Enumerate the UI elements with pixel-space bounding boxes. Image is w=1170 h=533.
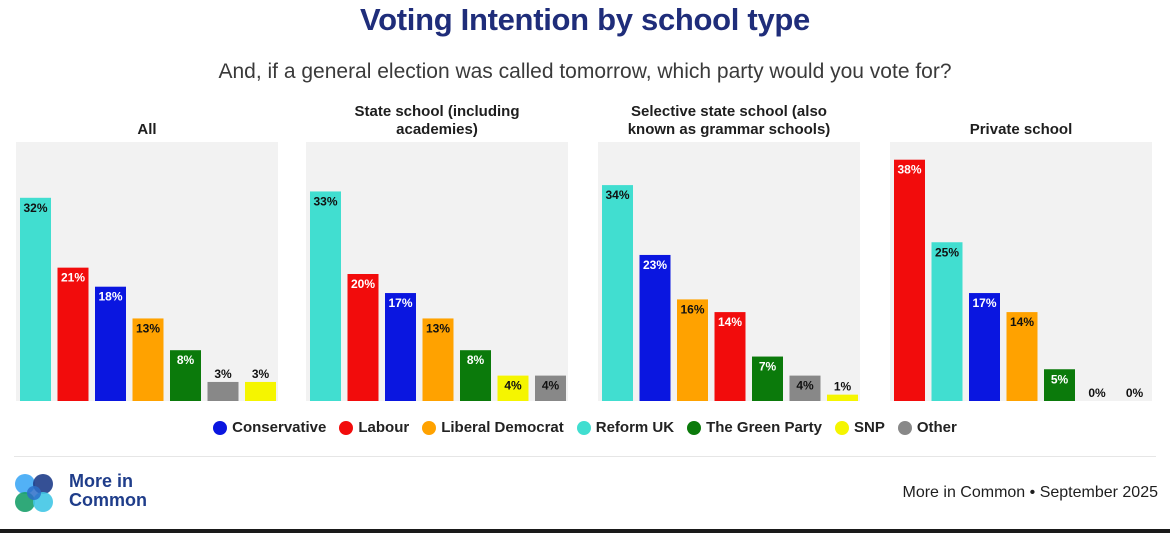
legend-swatch — [213, 420, 228, 435]
legend-swatch — [897, 420, 912, 435]
bar-labour — [347, 274, 379, 401]
footer-divider — [14, 456, 1156, 457]
panel-title-all: All — [137, 121, 157, 138]
bar-liberal-democrat — [677, 299, 708, 401]
bar-the-green-party — [460, 350, 491, 401]
data-label: 32% — [23, 201, 47, 215]
data-label: 8% — [177, 353, 195, 367]
bar-snp — [245, 381, 276, 401]
legend-item: Other — [897, 419, 957, 436]
bar-liberal-democrat — [1006, 312, 1038, 401]
data-label: 16% — [680, 302, 704, 316]
bar-other — [535, 375, 566, 401]
data-label: 13% — [426, 321, 450, 335]
bar-other — [789, 375, 821, 401]
bar-reform-uk — [931, 242, 963, 401]
bar-reform-uk — [602, 185, 633, 401]
data-label: 34% — [605, 188, 629, 202]
legend: Conservative Labour Liberal Democrat Reform… — [0, 419, 1170, 436]
chart-title: Voting Intention by school type — [360, 2, 810, 37]
bottom-bar — [0, 529, 1170, 533]
bar-the-green-party — [170, 350, 201, 401]
legend-item: Labour — [339, 419, 409, 436]
legend-label: Reform UK — [595, 419, 675, 436]
bar-the-green-party — [752, 356, 783, 401]
data-label: 18% — [98, 290, 122, 304]
legend-label: Conservative — [232, 419, 327, 436]
bar-charts: 32% 21% 18% 13% 8% 3% 3% 33% 20% 17% 13% 8% 4% 4% 34% 2… — [16, 142, 1152, 401]
legend-swatch — [687, 420, 702, 435]
legend-item: The Green Party — [687, 419, 822, 436]
bar-liberal-democrat — [132, 318, 164, 401]
panel-title-line: Selective state school (also — [631, 103, 827, 120]
brand-name: More in Common — [69, 472, 147, 510]
bar-labour — [57, 267, 89, 401]
bar-labour — [714, 312, 746, 401]
brand-line-2: Common — [69, 490, 147, 510]
legend-item: Liberal Democrat — [422, 419, 564, 436]
bar-conservative — [639, 254, 671, 401]
bar-labour — [894, 159, 925, 401]
bar-conservative — [969, 293, 1000, 401]
data-label: 17% — [388, 296, 412, 310]
bar-other — [207, 381, 239, 401]
data-label: 3% — [252, 367, 270, 381]
data-label: 23% — [643, 258, 667, 272]
data-label: 0% — [1088, 386, 1106, 400]
data-label: 0% — [1126, 386, 1144, 400]
data-label: 25% — [935, 245, 959, 259]
data-label: 4% — [542, 379, 560, 393]
data-label: 8% — [467, 353, 485, 367]
legend-swatch — [422, 420, 437, 435]
data-label: 14% — [1010, 315, 1034, 329]
legend-item: Conservative — [213, 419, 326, 436]
panel-title-line: State school (including — [354, 103, 520, 120]
data-label: 4% — [504, 379, 522, 393]
data-label: 20% — [351, 277, 375, 291]
legend-label: Labour — [358, 419, 410, 436]
panel-title-state-school: State school (including academies) — [306, 103, 568, 139]
bar-snp — [827, 394, 858, 401]
legend-item: Reform UK — [576, 419, 675, 436]
panel-title-line: known as grammar schools) — [627, 121, 831, 138]
bar-reform-uk — [310, 191, 341, 401]
data-label: 17% — [972, 296, 996, 310]
legend-label: The Green Party — [706, 419, 822, 436]
legend-label: Other — [916, 419, 957, 436]
panel-title-private-school: Private school — [969, 121, 1073, 138]
bar-the-green-party — [1044, 369, 1075, 401]
more-in-common-logo-icon — [15, 474, 53, 512]
bar-conservative — [385, 293, 416, 401]
data-label: 14% — [718, 315, 742, 329]
bar-liberal-democrat — [422, 318, 454, 401]
data-label: 5% — [1051, 372, 1069, 386]
bar-snp — [497, 375, 529, 401]
legend-swatch — [339, 420, 354, 435]
data-label: 4% — [796, 379, 814, 393]
legend-label: Liberal Democrat — [441, 419, 564, 436]
legend-swatch — [576, 420, 591, 435]
source-note: More in Common • September 2025 — [902, 484, 1159, 501]
brand-line-1: More in — [69, 471, 134, 491]
bar-conservative — [95, 286, 126, 401]
data-label: 33% — [313, 194, 337, 208]
chart-subtitle: And, if a general election was called to… — [218, 60, 952, 83]
legend-item: SNP — [834, 419, 885, 436]
data-label: 3% — [214, 367, 232, 381]
panel-title-selective-school: Selective state school (also known as gr… — [598, 103, 860, 139]
bar-reform-uk — [20, 197, 51, 401]
data-label: 13% — [136, 321, 160, 335]
legend-label: SNP — [853, 419, 885, 436]
data-label: 21% — [61, 271, 85, 285]
legend-swatch — [834, 420, 849, 435]
data-label: 38% — [897, 163, 921, 177]
data-label: 1% — [834, 380, 852, 394]
data-label: 7% — [759, 360, 777, 374]
panel-title-line: academies) — [396, 121, 478, 138]
